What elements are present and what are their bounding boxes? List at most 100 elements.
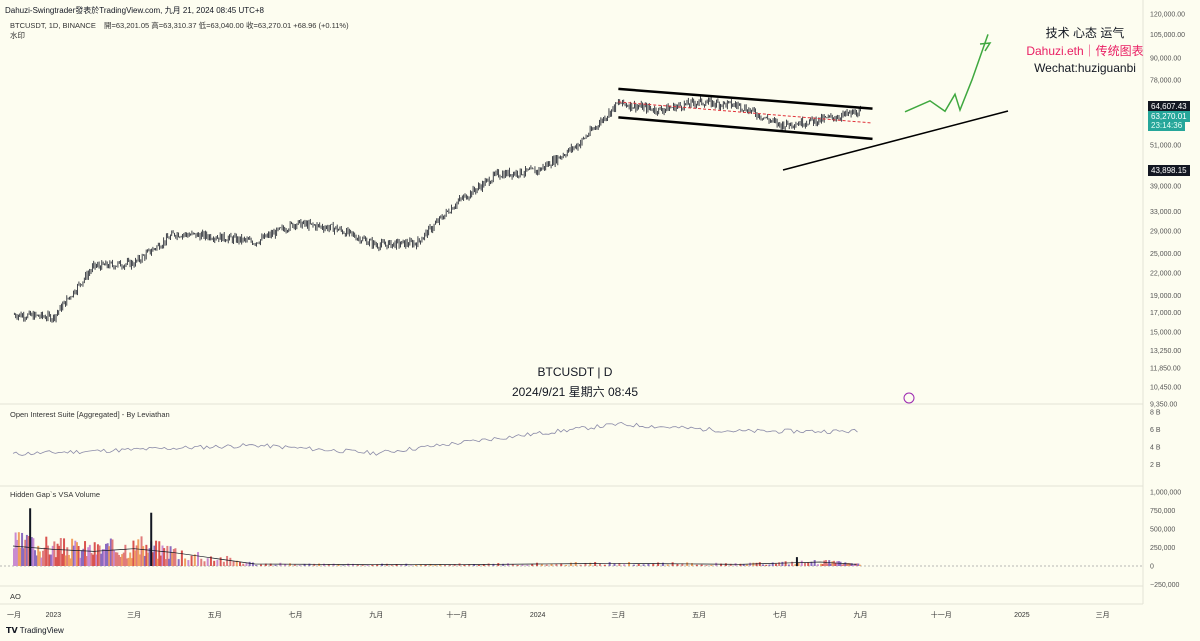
- vsa-bar: [589, 562, 592, 566]
- vsa-bar: [274, 564, 277, 566]
- vsa-bar: [332, 563, 335, 566]
- tradingview-logo[interactable]: 𝗧𝗩 TradingView: [6, 626, 64, 635]
- vsa-bar: [652, 563, 655, 566]
- vsa-bar: [784, 561, 787, 566]
- vsa-bar: [293, 564, 296, 566]
- bar-countdown-badge: 23:14:36: [1148, 120, 1186, 131]
- vsa-bar: [226, 555, 229, 566]
- vsa-bar: [705, 565, 708, 566]
- vsa-bar: [395, 564, 398, 566]
- x-tick-label: 七月: [773, 610, 787, 619]
- vsa-bar: [153, 545, 156, 566]
- vsa-bar: [342, 565, 345, 566]
- vsa-bar: [468, 564, 471, 566]
- vsa-bar: [80, 550, 83, 566]
- vsa-volume-bars: [13, 508, 861, 566]
- vsa-bar: [58, 545, 61, 566]
- oi-y-tick-label: 4 B: [1150, 445, 1161, 452]
- ohlc-values: 開=63,201.05 高=63,310.37 低=63,040.00 收=63…: [103, 21, 349, 30]
- vsa-bar: [75, 542, 78, 566]
- vsa-bar: [37, 545, 40, 566]
- vsa-y-tick-label: 750,000: [1150, 508, 1175, 515]
- y-tick-label: 17,000.00: [1150, 310, 1181, 317]
- vsa-bar: [419, 564, 422, 566]
- vsa-bar: [424, 564, 427, 566]
- vsa-bar: [752, 562, 755, 566]
- vsa-bar: [774, 563, 777, 566]
- vsa-bar: [695, 564, 698, 566]
- vsa-bar: [833, 560, 836, 566]
- vsa-bar: [434, 564, 437, 566]
- vsa-spike-bar: [29, 508, 32, 566]
- vsa-bar: [729, 563, 732, 566]
- vsa-bar: [857, 563, 860, 566]
- vsa-bar: [27, 536, 30, 566]
- vsa-bar: [171, 552, 174, 566]
- vsa-bar: [269, 563, 272, 566]
- vsa-bar: [13, 548, 15, 566]
- y-tick-label: 11,850.00: [1150, 365, 1181, 372]
- x-tick-label: 一月: [7, 611, 21, 619]
- price-candles: [13, 96, 861, 323]
- tradingview-icon: 𝗧𝗩: [6, 626, 18, 635]
- vsa-bar: [855, 563, 858, 566]
- vsa-bar: [127, 557, 130, 566]
- vsa-bar: [35, 555, 38, 566]
- vsa-pane-label: Hidden Gap`s VSA Volume: [10, 490, 101, 499]
- vsa-bar: [46, 545, 49, 566]
- vsa-bar: [51, 545, 54, 566]
- vsa-bar: [327, 564, 330, 566]
- vsa-bar: [410, 565, 413, 566]
- y-tick-label: 13,250.00: [1150, 348, 1181, 355]
- vsa-bar: [794, 564, 797, 566]
- vsa-bar: [245, 562, 248, 566]
- vsa-bar: [724, 563, 727, 566]
- y-tick-label: 9,350.00: [1150, 402, 1177, 409]
- vsa-bar: [114, 552, 117, 566]
- vsa-bar: [63, 538, 66, 566]
- vsa-bar: [101, 549, 104, 566]
- vsa-bar: [259, 564, 262, 566]
- vsa-bar: [284, 563, 287, 566]
- y-tick-label: 39,000.00: [1150, 183, 1181, 190]
- vsa-bar: [95, 554, 98, 566]
- vsa-bar: [376, 564, 379, 566]
- vsa-bar: [96, 544, 99, 566]
- y-tick-label: 90,000.00: [1150, 55, 1181, 62]
- vsa-bar: [545, 564, 548, 566]
- vsa-bar: [32, 538, 35, 566]
- vsa-bar: [155, 540, 158, 566]
- vsa-bar: [42, 550, 45, 566]
- vsa-bar: [366, 564, 369, 566]
- vsa-bar: [16, 539, 19, 566]
- vsa-bar: [603, 564, 606, 566]
- vsa-bar: [59, 538, 62, 566]
- vsa-bar: [248, 561, 251, 566]
- vsa-bar: [229, 557, 232, 566]
- vsa-bar: [429, 563, 432, 566]
- vsa-bar: [92, 554, 95, 566]
- vsa-bar: [197, 552, 200, 566]
- vsa-bar: [135, 545, 138, 566]
- vsa-bar: [473, 564, 476, 566]
- vsa-bar: [129, 552, 132, 566]
- vsa-bar: [390, 565, 393, 566]
- ao-pane-label: AO: [10, 592, 21, 601]
- vsa-bar: [203, 561, 206, 566]
- x-tick-label: 七月: [289, 610, 303, 619]
- vsa-bar: [77, 545, 80, 566]
- x-tick-label: 三月: [611, 611, 625, 619]
- vsa-bar: [628, 562, 631, 566]
- y-tick-label: 15,000.00: [1150, 329, 1181, 336]
- vsa-bar: [24, 539, 27, 566]
- y-tick-label: 25,000.00: [1150, 251, 1181, 258]
- y-tick-label: 78,000.00: [1150, 77, 1181, 84]
- vsa-bar: [647, 563, 650, 566]
- vsa-bar: [88, 544, 91, 566]
- channel-upper-line: [618, 87, 873, 110]
- vsa-bar: [22, 548, 25, 566]
- vsa-bar: [755, 562, 758, 566]
- vsa-bar: [816, 564, 819, 566]
- vsa-bar: [826, 563, 829, 566]
